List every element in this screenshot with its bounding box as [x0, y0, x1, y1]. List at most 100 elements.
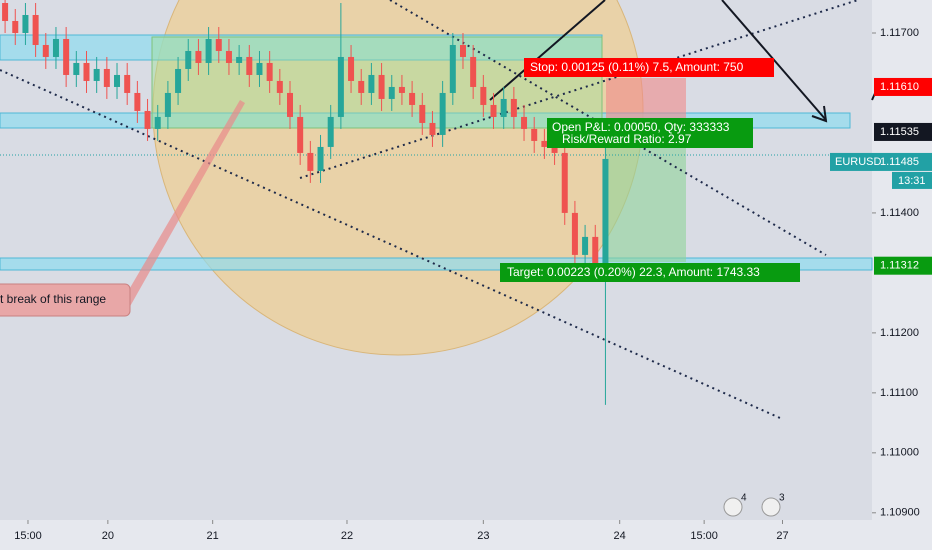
y-tick-label: 1.11000 [880, 447, 919, 459]
x-tick-label: 27 [776, 530, 788, 542]
candle-body [256, 62, 263, 75]
candle-body [500, 98, 507, 117]
stop-label-box [524, 58, 774, 77]
trend-line [0, 69, 781, 419]
price-tag-label: 1.11485 [880, 156, 919, 168]
candle-body [22, 14, 29, 33]
candle-body [32, 14, 39, 45]
x-tick-label: 21 [207, 530, 219, 542]
target-label: Target: 0.00223 (0.20%) 22.3, Amount: 17… [507, 265, 760, 279]
candle-body [551, 146, 558, 153]
price-tag [874, 152, 932, 171]
ratio-label: Risk/Reward Ratio: 2.97 [562, 132, 692, 146]
candle-body [195, 50, 202, 63]
candle-body [388, 86, 395, 99]
y-tick-label: 1.11100 [880, 387, 918, 399]
candle-body [205, 38, 212, 63]
candle-body [398, 86, 405, 93]
symbol-tag [830, 152, 874, 171]
candle-body [103, 68, 110, 87]
y-tick-label: 1.11400 [880, 207, 919, 219]
target-label-box [500, 263, 800, 282]
candle-body [459, 44, 466, 57]
candle-body [134, 92, 141, 111]
event-icon[interactable] [761, 497, 781, 517]
x-tick-label: 24 [614, 530, 626, 542]
symbol-label: EURUSD [835, 156, 882, 168]
candle-body [429, 122, 436, 135]
y-tick-label: 1.11200 [880, 327, 919, 339]
stop-label: Stop: 0.00125 (0.11%) 7.5, Amount: 750 [530, 60, 744, 74]
y-tick-label: 1.11700 [880, 27, 919, 39]
candle-body [561, 152, 568, 213]
y-tick-label: 1.10900 [880, 507, 920, 519]
candle-body [571, 212, 578, 255]
candle-body [185, 50, 192, 69]
candle-body [419, 104, 426, 123]
candle-body [114, 74, 121, 87]
candle-body [307, 152, 314, 171]
candle-body [42, 44, 49, 57]
trend-line [299, 0, 859, 179]
x-tick-label: 15:00 [690, 530, 718, 542]
candle-body [449, 44, 456, 93]
candle-body [409, 92, 416, 105]
candle-body [215, 38, 222, 51]
price-tag-label: 1.11610 [880, 81, 919, 93]
arrow-head [811, 105, 828, 123]
candle-body [541, 140, 548, 147]
candle-body [154, 116, 161, 129]
event-count: 4 [741, 493, 747, 504]
candle-body [236, 56, 243, 63]
candle-body [470, 56, 477, 87]
candle-body [287, 92, 293, 117]
arrow-line [489, 0, 606, 101]
candle-body [368, 74, 375, 93]
price-tag [874, 122, 932, 141]
callout [0, 283, 131, 317]
candle-body [480, 86, 487, 105]
candle-body [439, 92, 446, 135]
candle-body [266, 62, 273, 81]
candle-body [378, 74, 385, 99]
candle-body [73, 62, 80, 75]
candle-body [317, 146, 324, 171]
candle-body [337, 56, 344, 117]
candle-body [348, 56, 355, 81]
candle-body [246, 56, 253, 75]
price-tag-label: 1.11535 [880, 126, 919, 138]
candle-body [175, 68, 182, 93]
pnl-label: Open P&L: 0.00050, Qty: 333333 [552, 120, 730, 134]
candle-body [2, 2, 9, 21]
candle-body [52, 38, 59, 57]
event-icon[interactable] [723, 497, 743, 517]
candle-body [327, 116, 334, 147]
candle-body [63, 38, 70, 75]
pnl-label-box [547, 118, 753, 148]
x-tick-label: 22 [341, 530, 353, 542]
countdown-label: 13:31 [898, 175, 926, 187]
zone [0, 34, 603, 61]
candle-body [490, 104, 497, 117]
callout-text: t break of this range [0, 292, 106, 306]
target-zone [606, 148, 686, 262]
candle-body [592, 236, 599, 267]
candle-body [12, 20, 19, 33]
candle-body [164, 92, 171, 117]
price-tag [874, 77, 932, 96]
candle-body [83, 62, 90, 81]
candle-body [358, 80, 365, 93]
candle-body [582, 236, 589, 255]
time-axis [0, 520, 872, 550]
x-tick-label: 15:00 [14, 530, 42, 542]
candle-body [602, 158, 609, 267]
candle-body [297, 116, 304, 153]
candle-body [225, 50, 232, 63]
x-tick-label: 23 [477, 530, 489, 542]
callout-pointer [120, 100, 245, 310]
candle-body [144, 110, 151, 129]
event-count: 3 [779, 493, 785, 504]
candle-body [124, 74, 131, 93]
candle-body [93, 68, 100, 81]
